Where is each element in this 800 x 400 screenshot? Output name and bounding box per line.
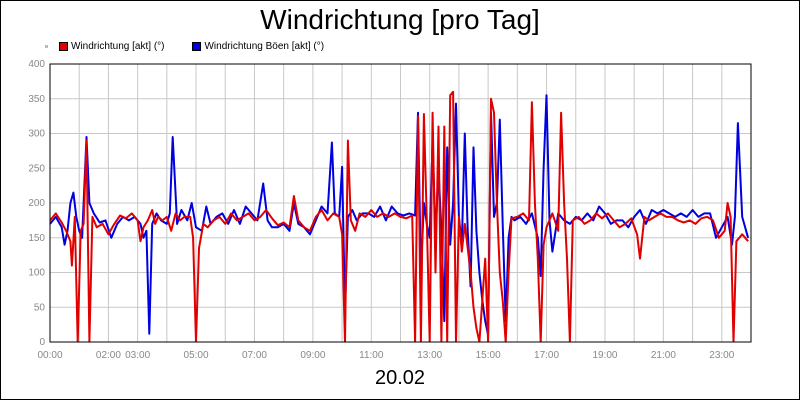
chart-title: Windrichtung [pro Tag] bbox=[260, 4, 540, 35]
legend-swatch-series-1 bbox=[59, 41, 68, 51]
x-tick-label: 13:00 bbox=[417, 350, 442, 361]
x-tick-label: 03:00 bbox=[125, 350, 150, 361]
series-line-1 bbox=[50, 90, 749, 342]
plot-border bbox=[49, 63, 752, 343]
x-tick-label: 05:00 bbox=[184, 350, 209, 361]
y-tick-label: 350 bbox=[28, 94, 45, 105]
x-axis-label: 20.02 bbox=[374, 367, 426, 389]
x-tick-label: 17:00 bbox=[534, 350, 559, 361]
x-tick-label: 19:00 bbox=[592, 350, 617, 361]
y-tick-label: 150 bbox=[28, 233, 45, 244]
y-tick-label: 400 bbox=[28, 59, 45, 70]
legend-swatch-series-2 bbox=[192, 41, 202, 51]
y-tick-label: 50 bbox=[34, 302, 46, 313]
y-tick-label: 250 bbox=[28, 163, 45, 174]
legend-marker-icon bbox=[45, 44, 48, 48]
x-tick-label: 21:00 bbox=[651, 350, 676, 361]
x-tick-label: 23:00 bbox=[709, 350, 734, 361]
chart-legend: Windrichtung [akt] (°) Windrichtung Böen… bbox=[45, 39, 352, 53]
y-tick-label: 100 bbox=[28, 268, 45, 279]
x-tick-label: 00:00 bbox=[37, 350, 62, 361]
legend-item-series-1: Windrichtung [akt] (°) bbox=[59, 41, 164, 52]
y-tick-label: 300 bbox=[28, 129, 45, 140]
legend-item-series-2: Windrichtung Böen [akt] (°) bbox=[192, 41, 324, 52]
y-tick-label: 0 bbox=[39, 337, 45, 348]
x-tick-label: 11:00 bbox=[359, 350, 384, 361]
x-tick-label: 15:00 bbox=[476, 350, 501, 361]
x-tick-label: 07:00 bbox=[242, 350, 267, 361]
y-tick-label: 200 bbox=[28, 198, 45, 209]
x-tick-label: 02:00 bbox=[96, 350, 121, 361]
legend-label-series-1: Windrichtung [akt] (°) bbox=[71, 40, 165, 52]
legend-label-series-2: Windrichtung Böen [akt] (°) bbox=[204, 40, 325, 52]
x-tick-label: 09:00 bbox=[300, 350, 325, 361]
